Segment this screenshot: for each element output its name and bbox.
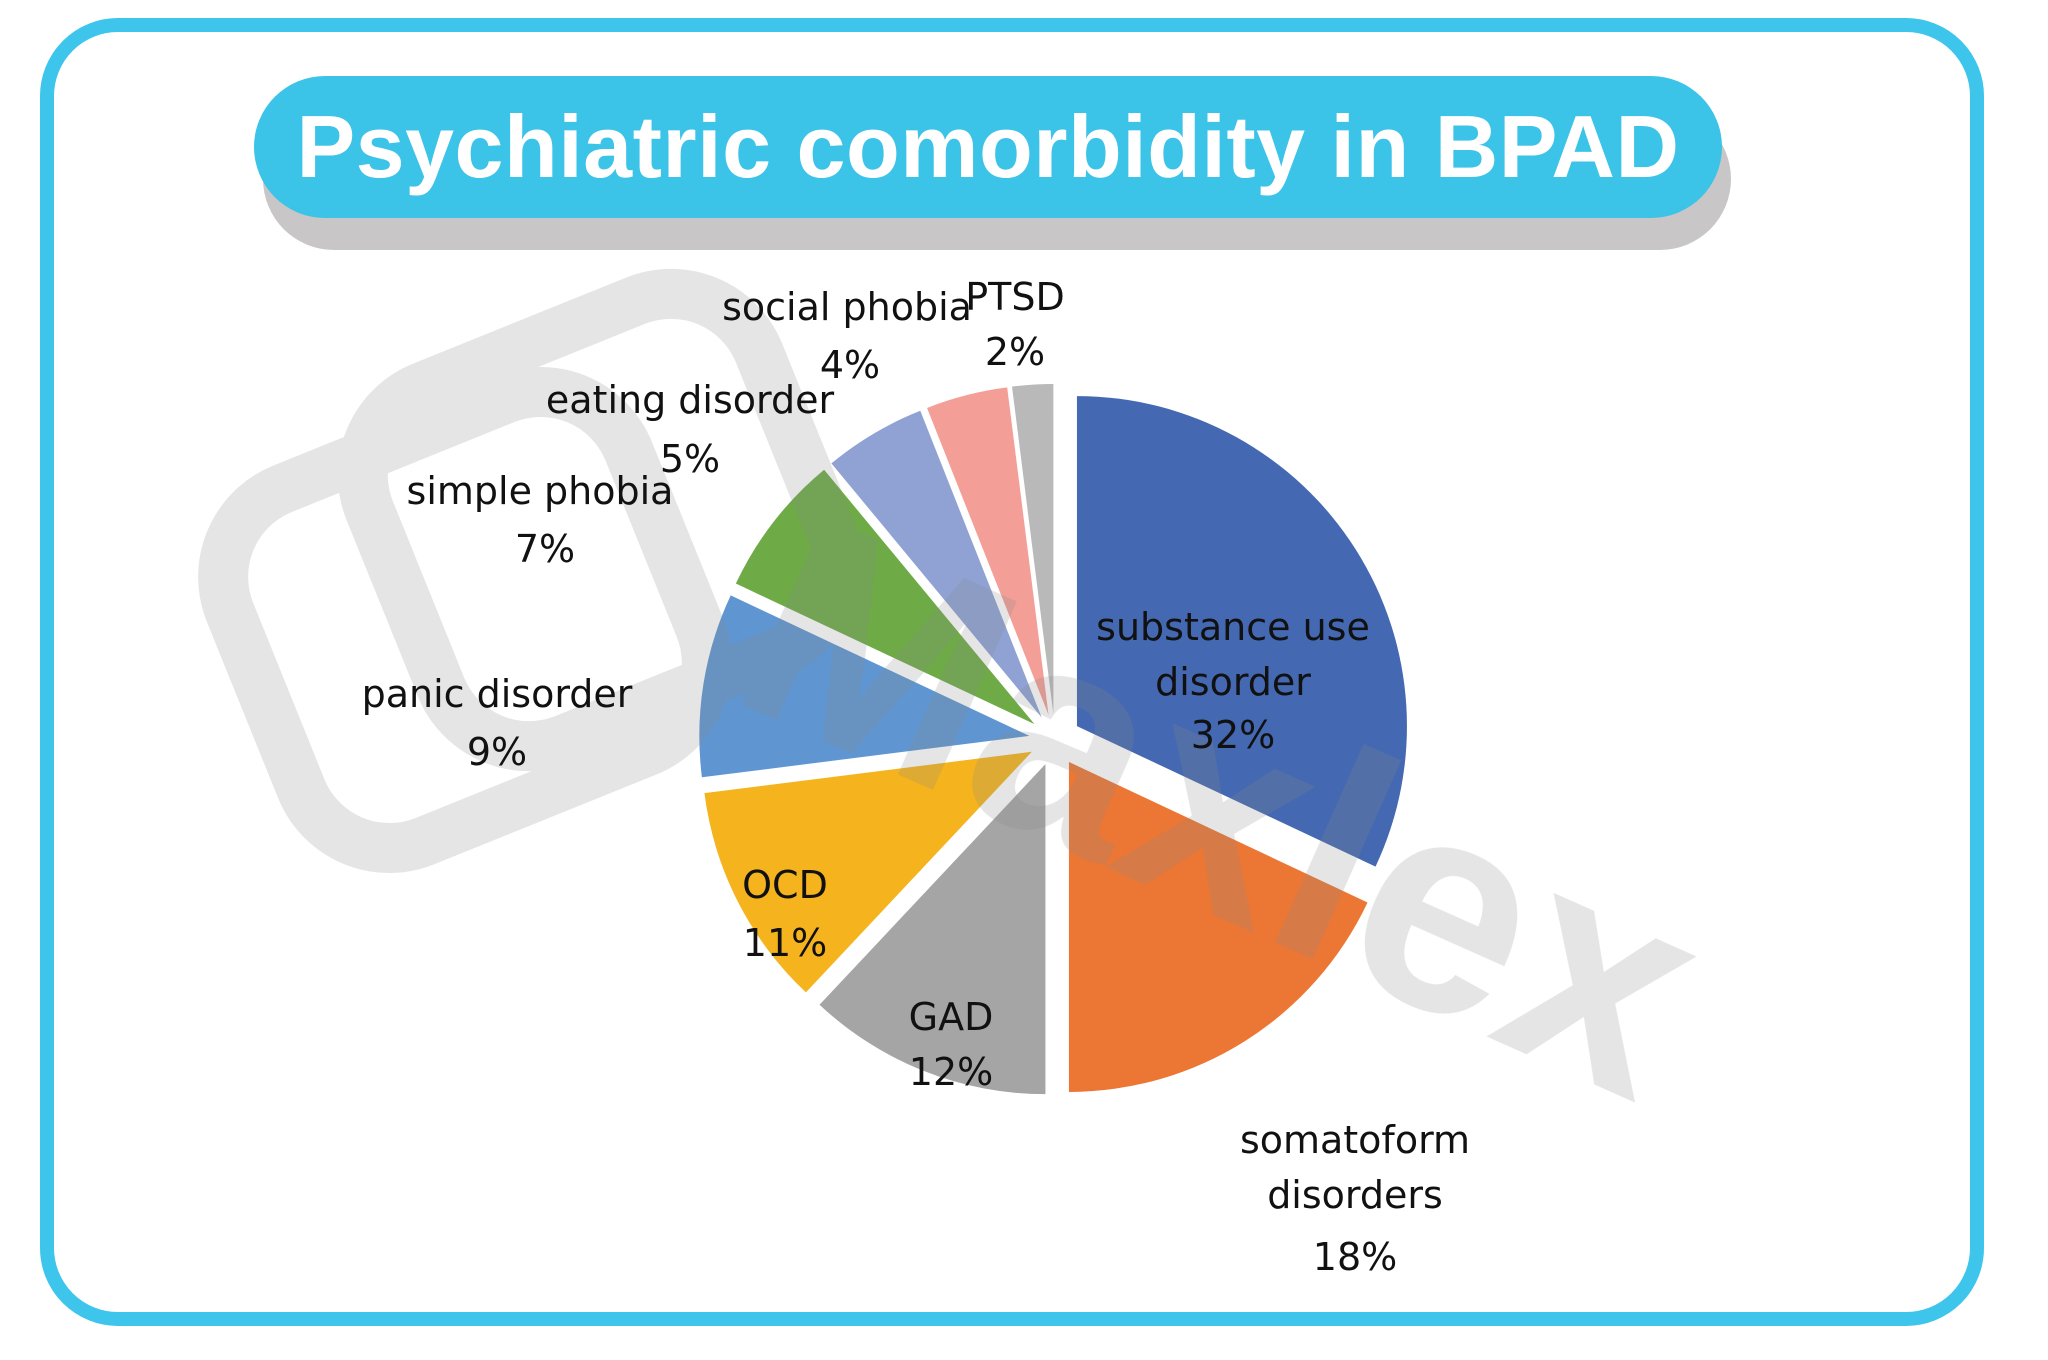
title-banner: Psychiatric comorbidity in BPAD	[254, 76, 1722, 218]
slice-value-simple-phobia: 7%	[515, 527, 575, 571]
chart-title: Psychiatric comorbidity in BPAD	[296, 97, 1680, 196]
slice-label-social-phobia: social phobia	[722, 285, 972, 329]
slice-label-panic-disorder: panic disorder	[362, 672, 633, 716]
slice-label-gad: GAD	[909, 995, 994, 1039]
slice-labels: substance use disorder 32% somatoform disord…	[362, 275, 1470, 1279]
pie-slices	[699, 384, 1407, 1095]
pie-slice-eating-disorder	[831, 410, 1042, 718]
slice-value-panic-disorder: 9%	[467, 730, 527, 774]
slice-label-ptsd: PTSD	[965, 275, 1065, 319]
slice-value-social-phobia: 4%	[820, 343, 880, 387]
slice-label-substance-use-disorder-line1: substance use	[1096, 605, 1370, 649]
pie-slice-somatoform-disorders	[1068, 761, 1368, 1092]
pie-slice-simple-phobia	[735, 469, 1035, 725]
pie-slice-social-phobia	[927, 387, 1049, 715]
logo-mark-icon	[198, 268, 863, 874]
pie-slice-gad	[819, 764, 1046, 1095]
slice-value-ptsd: 2%	[985, 330, 1045, 374]
slice-value-gad: 12%	[909, 1050, 993, 1094]
slice-label-substance-use-disorder-line2: disorder	[1155, 660, 1311, 704]
slice-label-simple-phobia: simple phobia	[407, 469, 674, 513]
slice-value-somatoform-disorders: 18%	[1313, 1235, 1397, 1279]
pie-slice-substance-use-disorder	[1076, 396, 1407, 867]
slice-label-ocd: OCD	[742, 863, 828, 907]
slice-value-substance-use-disorder: 32%	[1191, 713, 1275, 757]
slice-value-eating-disorder: 5%	[660, 437, 720, 481]
slice-value-ocd: 11%	[743, 921, 827, 965]
slice-label-eating-disorder: eating disorder	[546, 378, 835, 422]
pie-slice-panic-disorder	[699, 595, 1030, 778]
pie-slice-ptsd	[1012, 384, 1054, 715]
pie-slice-ocd	[704, 751, 1032, 993]
slice-label-somatoform-disorders-line2: disorders	[1267, 1173, 1443, 1217]
slice-label-somatoform-disorders-line1: somatoform	[1240, 1118, 1470, 1162]
